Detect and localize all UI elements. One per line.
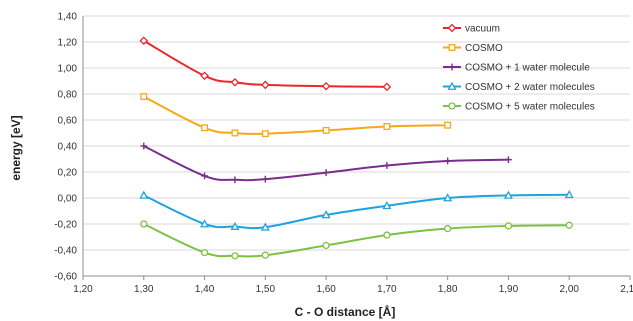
y-tick-label: 0,80: [58, 90, 78, 101]
data-point-marker: [261, 251, 269, 259]
data-point-marker: [321, 81, 331, 91]
data-point-marker: [201, 124, 209, 132]
data-point-marker: [444, 224, 452, 233]
y-tick-label: 0,20: [58, 168, 78, 179]
data-point-marker: [382, 82, 392, 92]
series-line: [143, 193, 570, 230]
legend-label: COSMO + 1 water molecule: [465, 63, 590, 74]
legend-item: COSMO + 1 water molecule: [443, 63, 590, 74]
data-point-marker: [260, 222, 270, 231]
x-axis-title: C - O distance [Å]: [295, 304, 396, 319]
data-point-marker: [231, 176, 239, 184]
data-point-marker: [444, 121, 452, 129]
x-tick-label: 1,40: [195, 284, 215, 295]
y-tick-label: 0,60: [58, 116, 78, 127]
legend-label: COSMO + 5 water molecules: [465, 102, 595, 113]
legend-marker: [447, 81, 457, 90]
data-point-marker: [443, 193, 453, 202]
legend-label: vacuum: [465, 24, 500, 35]
x-tick-label: 1,30: [134, 284, 154, 295]
data-point-marker: [140, 142, 148, 150]
data-point-marker: [565, 221, 573, 229]
y-tick-label: 1,20: [58, 38, 78, 49]
legend-label: COSMO: [465, 43, 503, 54]
x-tick-label: 1,20: [73, 284, 93, 295]
data-point-marker: [564, 190, 574, 199]
y-tick-label: 0,00: [58, 194, 78, 205]
data-point-marker: [383, 231, 391, 239]
legend: vacuum COSMO COSMO + 1 water molecule COSMO…: [443, 24, 595, 113]
data-point-marker: [321, 210, 331, 219]
legend-marker: [448, 102, 456, 110]
data-point-marker: [200, 71, 209, 81]
x-tick-label: 1,80: [438, 284, 458, 295]
series-2: [140, 93, 452, 138]
data-point-marker: [230, 77, 240, 87]
legend-marker: [447, 23, 457, 33]
series-line: [143, 39, 387, 88]
legend-marker: [448, 44, 456, 51]
series-line: [143, 95, 448, 135]
legend-label: COSMO + 2 water molecules: [465, 82, 595, 93]
data-point-marker: [382, 201, 392, 210]
y-tick-label: -0,60: [54, 272, 77, 283]
series-5: [140, 220, 573, 260]
data-point-marker: [383, 123, 391, 130]
data-point-marker: [200, 219, 210, 228]
data-point-marker: [383, 162, 391, 169]
data-point-marker: [505, 156, 512, 164]
legend-item: vacuum: [443, 24, 500, 35]
data-point-marker: [231, 129, 239, 137]
gridlines: [83, 15, 630, 277]
x-tick-label: 1,70: [377, 284, 397, 295]
data-point-marker: [200, 248, 209, 257]
data-point-marker: [201, 172, 208, 180]
legend-item: COSMO + 5 water molecules: [443, 102, 595, 113]
series-4: [139, 190, 574, 231]
legend-item: COSMO: [443, 43, 503, 54]
y-tick-label: -0,20: [54, 220, 77, 231]
y-tick-label: 1,00: [58, 64, 78, 75]
data-point-marker: [139, 36, 149, 46]
x-tick-label: 1,90: [499, 284, 519, 295]
series-1: [139, 36, 392, 92]
data-point-marker: [261, 175, 269, 183]
tick-labels: -0,60 -0,40 -0,20 0,00 0,20 0,40 0,60 0,80 1,00 1…: [54, 12, 633, 296]
data-point-marker: [261, 80, 270, 90]
series-3: [140, 142, 512, 184]
data-point-marker: [322, 169, 330, 177]
data-point-marker: [322, 126, 330, 134]
data-point-marker: [503, 190, 513, 199]
data-point-marker: [231, 252, 239, 260]
data-point-marker: [444, 157, 452, 165]
plot-series: [139, 36, 574, 260]
data-point-marker: [140, 93, 148, 101]
x-tick-label: 1,60: [316, 284, 336, 295]
data-point-marker: [139, 190, 149, 199]
x-tick-label: 2,00: [559, 284, 579, 295]
y-axis-title: energy [eV]: [9, 115, 23, 180]
axes: [82, 16, 631, 280]
legend-item: COSMO + 2 water molecules: [443, 81, 595, 93]
y-tick-label: 1,40: [58, 12, 78, 23]
data-point-marker: [504, 222, 513, 230]
data-point-marker: [322, 241, 330, 250]
data-point-marker: [140, 220, 148, 228]
x-tick-label: 1,50: [256, 284, 276, 295]
legend-marker: [448, 63, 456, 71]
y-tick-label: -0,40: [54, 246, 77, 257]
data-point-marker: [230, 221, 240, 230]
y-tick-label: 0,40: [58, 142, 78, 153]
data-point-marker: [261, 130, 269, 138]
x-tick-label: 2,10: [620, 284, 633, 295]
